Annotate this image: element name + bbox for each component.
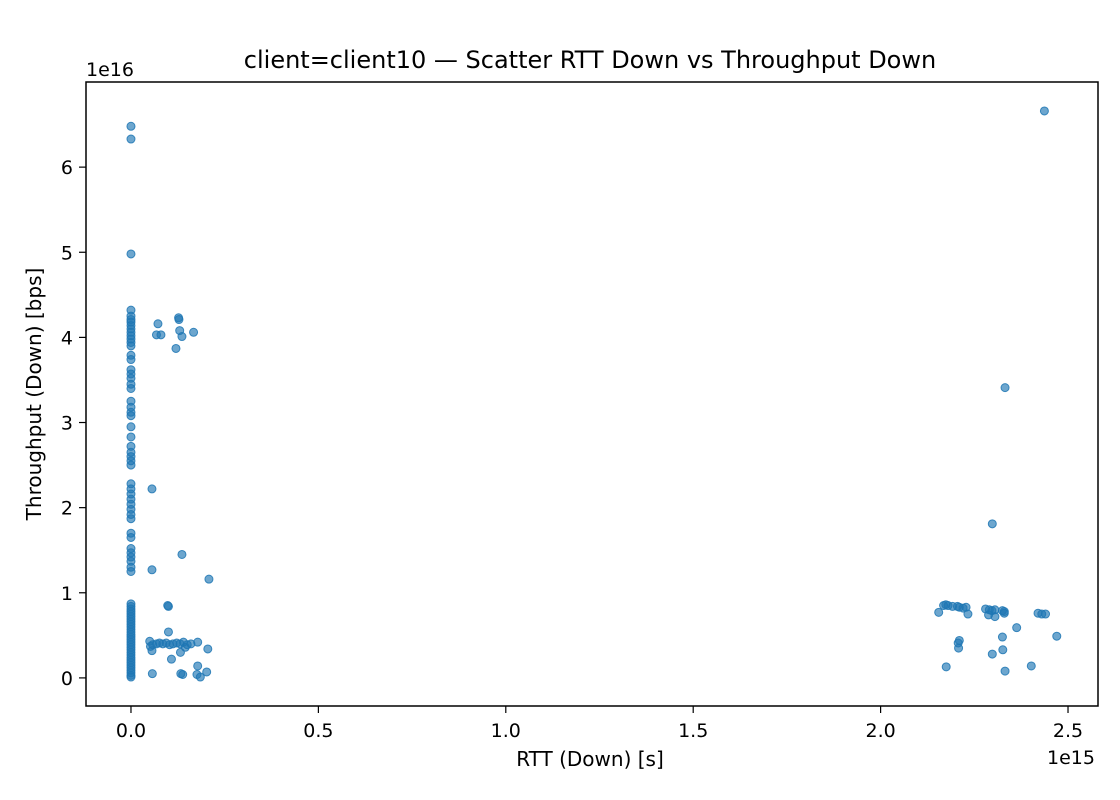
x-tick-label: 0.0: [116, 720, 146, 742]
y-tick-label: 1: [61, 583, 73, 605]
scatter-point: [126, 134, 136, 144]
y-tick-label: 4: [61, 327, 73, 349]
x-axis-offset-label: 1e15: [1047, 747, 1095, 769]
scatter-point: [175, 647, 185, 657]
scatter-point: [1000, 666, 1010, 676]
scatter-point: [1012, 623, 1022, 633]
scatter-point: [941, 662, 951, 672]
scatter-point: [166, 654, 176, 664]
scatter-point: [126, 249, 136, 259]
chart-title: client=client10 — Scatter RTT Down vs Th…: [244, 46, 936, 74]
scatter-point: [1052, 631, 1062, 641]
scatter-point: [126, 514, 136, 524]
scatter-point: [126, 411, 136, 421]
scatter-point: [193, 661, 203, 671]
scatter-point: [163, 601, 173, 611]
scatter-point: [126, 460, 136, 470]
scatter-point: [203, 644, 213, 654]
scatter-point: [990, 612, 1000, 622]
scatter-point: [147, 669, 157, 679]
y-axis: 0 1 2 3 4 5 6: [61, 157, 86, 690]
x-tick-label: 2.5: [1053, 720, 1083, 742]
y-axis-offset-label: 1e16: [86, 59, 134, 81]
scatter-point: [987, 649, 997, 659]
scatter-point: [153, 319, 163, 329]
y-tick-label: 2: [61, 498, 73, 520]
plot-frame: [85, 81, 1099, 707]
scatter-point: [147, 565, 157, 575]
scatter-point: [202, 667, 212, 677]
scatter-point: [189, 327, 199, 337]
scatter-point: [126, 567, 136, 576]
x-axis-label: RTT (Down) [s]: [516, 747, 664, 771]
scatter-point: [147, 484, 157, 494]
x-tick-label: 2.0: [865, 720, 895, 742]
scatter-point: [126, 121, 136, 131]
scatter-point: [126, 672, 136, 682]
scatter-point: [963, 609, 973, 619]
x-tick-label: 0.5: [303, 720, 333, 742]
scatter-point: [126, 355, 136, 365]
y-axis-label: Throughput (Down) [bps]: [22, 268, 46, 522]
scatter-point: [193, 637, 203, 647]
scatter-point: [1041, 609, 1051, 619]
y-tick-label: 3: [61, 413, 73, 435]
scatter-point: [998, 645, 1008, 655]
scatter-point: [195, 672, 205, 682]
scatter-point: [204, 574, 214, 584]
scatter-point: [126, 532, 136, 542]
scatter-point: [177, 332, 187, 342]
scatter-point: [999, 608, 1009, 618]
y-tick-label: 0: [61, 668, 73, 690]
x-tick-label: 1.5: [678, 720, 708, 742]
x-axis: 0.0 0.5 1.0 1.5 2.0 2.5: [116, 706, 1083, 742]
scatter-point: [126, 383, 136, 393]
scatter-point: [126, 341, 136, 351]
scatter-point: [1000, 383, 1010, 393]
scatter-point: [163, 627, 173, 637]
points-layer: [126, 106, 1062, 682]
y-tick-label: 6: [61, 157, 73, 179]
scatter-point: [1026, 661, 1036, 671]
scatter-point: [1039, 106, 1049, 116]
scatter-point: [171, 343, 181, 353]
scatter-point: [987, 519, 997, 529]
scatter-point: [126, 422, 136, 432]
scatter-point: [174, 315, 184, 325]
scatter-point: [934, 607, 944, 617]
x-tick-label: 1.0: [491, 720, 521, 742]
scatter-point: [997, 632, 1007, 642]
scatter-point: [177, 549, 187, 559]
scatter-point: [178, 670, 188, 679]
scatter-point: [126, 432, 136, 442]
scatter-point: [156, 330, 166, 340]
scatter-point: [954, 643, 964, 653]
scatter-point: [147, 646, 157, 656]
y-tick-label: 5: [61, 242, 73, 264]
